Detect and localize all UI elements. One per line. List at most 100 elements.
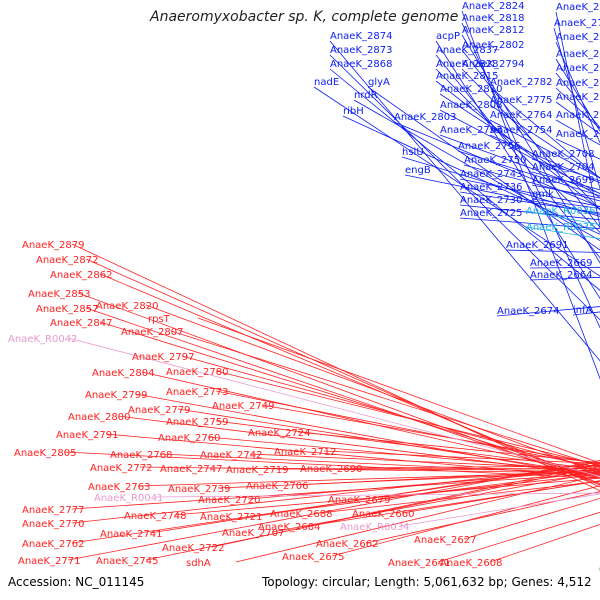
reverse-gene-label: AnaeK_2742 <box>200 450 262 461</box>
pseudo-gene-label: AnaeK_R0042 <box>8 334 77 345</box>
forward-leader-line <box>435 80 600 211</box>
forward-gene-label: nadE <box>314 77 339 88</box>
forward-leader-line <box>489 104 600 179</box>
forward-gene-label: AnaeK_2743 <box>460 169 522 180</box>
reverse-leader-line <box>297 431 600 464</box>
forward-gene-label: AnaeK_2754 <box>490 125 552 136</box>
forward-gene-label: ribH <box>343 106 364 117</box>
forward-gene-label: AnaeK_2868 <box>330 59 392 70</box>
forward-gene-label: AnaeK_2873 <box>330 45 392 56</box>
forward-gene-label: AnaeK_2669 <box>530 258 592 269</box>
forward-leader-line <box>313 86 600 277</box>
reverse-gene-label: AnaeK_2749 <box>212 401 274 412</box>
reverse-gene-label: AnaeK_2820 <box>96 301 158 312</box>
forward-gene-label: AnaeK_2815 <box>436 71 498 82</box>
forward-leader-line <box>439 134 600 194</box>
forward-gene-label: AnaeK_2751 <box>556 63 600 74</box>
pseudo-leader-line <box>399 493 600 527</box>
reverse-gene-label: AnaeK_2748 <box>124 511 186 522</box>
reverse-gene-label: AnaeK_2759 <box>166 417 228 428</box>
forward-gene-label: AnaeK_2715 <box>556 129 600 140</box>
reverse-gene-label: rpsT <box>148 314 171 325</box>
forward-leader-line <box>463 164 600 202</box>
forward-leader-line <box>461 22 600 329</box>
forward-gene-label: AnaeK_2828 <box>436 59 498 70</box>
reverse-gene-label: AnaeK_2771 <box>18 556 80 567</box>
forward-gene-label: AnaeK_2708 <box>532 149 594 160</box>
forward-gene-label: AnaeK_2824 <box>462 1 524 12</box>
forward-gene-label: AnaeK_2664 <box>530 270 592 281</box>
reverse-gene-label: AnaeK_2780 <box>166 367 228 378</box>
reverse-leader-line <box>99 321 600 479</box>
reverse-gene-label: AnaeK_2797 <box>132 352 194 363</box>
forward-gene-label: AnaeK_2837 <box>436 45 498 56</box>
genome-title: Anaeromyxobacter sp. K, complete genome <box>150 9 459 25</box>
forward-gene-label: acpP <box>436 31 460 42</box>
reverse-leader-line <box>295 469 600 486</box>
forward-gene-label: AnaeK_2874 <box>330 31 392 42</box>
forward-gene-label: AnaeK_2803 <box>394 112 456 123</box>
reverse-gene-label: AnaeK_2688 <box>270 509 332 520</box>
forward-gene-label: AnaeK_2704 <box>532 162 594 173</box>
reverse-gene-label: AnaeK_2768 <box>110 450 172 461</box>
forward-gene-label: hslU <box>402 147 424 158</box>
reverse-gene-label: AnaeK_2739 <box>168 484 230 495</box>
reverse-leader-line <box>197 317 600 464</box>
forward-gene-label: AnaeK_2726 <box>556 110 600 121</box>
reverse-leader-line <box>177 408 600 476</box>
reverse-leader-line <box>249 453 600 471</box>
forward-gene-label: AnaeK_2818 <box>462 13 524 24</box>
accession-text: Accession: NC_011145 <box>8 575 145 589</box>
forward-leader-line <box>461 68 600 210</box>
reverse-leader-line <box>323 450 600 464</box>
reverse-leader-line <box>67 459 600 561</box>
forward-gene-label: AnaeK_2764 <box>490 110 552 121</box>
forward-gene-label: AnaeK_2758 <box>556 49 600 60</box>
trna-label: AnaeK_R0035 <box>526 222 595 233</box>
reverse-gene-label: AnaeK_2660 <box>352 509 414 520</box>
reverse-leader-line <box>275 468 600 470</box>
reverse-gene-label: AnaeK_2662 <box>316 539 378 550</box>
forward-leader-line <box>329 40 600 362</box>
reverse-gene-label: AnaeK_2722 <box>162 543 224 554</box>
reverse-gene-label: AnaeK_2772 <box>90 463 152 474</box>
reverse-gene-label: AnaeK_2741 <box>100 529 162 540</box>
pseudo-leader-line <box>67 337 600 477</box>
reverse-leader-line <box>173 477 600 516</box>
pseudo-gene-label: AnaeK_R0041 <box>94 493 163 504</box>
forward-gene-label: AnaeK_2810 <box>440 84 502 95</box>
reverse-leader-line <box>437 511 600 563</box>
forward-leader-line <box>367 86 600 251</box>
forward-gene-label: AnaeK_2808 <box>440 100 502 111</box>
reverse-leader-line <box>349 465 600 469</box>
reverse-leader-line <box>247 469 600 500</box>
reverse-leader-line <box>134 393 600 479</box>
reverse-gene-label: sdhA <box>186 558 211 569</box>
reverse-leader-line <box>77 292 600 486</box>
forward-leader-line <box>329 68 600 291</box>
reverse-gene-label: AnaeK_2800 <box>68 412 130 423</box>
reverse-gene-label: AnaeK_2857 <box>36 304 98 315</box>
reverse-gene-label: AnaeK_2721 <box>200 512 262 523</box>
label-leader-lines <box>63 10 600 563</box>
reverse-gene-label: AnaeK_2791 <box>56 430 118 441</box>
reverse-gene-label: AnaeK_2684 <box>258 522 320 533</box>
pseudo-leader-line <box>153 492 600 498</box>
reverse-leader-line <box>181 355 600 471</box>
forward-leader-line <box>489 119 600 179</box>
reverse-gene-label: AnaeK_2773 <box>166 387 228 398</box>
reverse-gene-label: AnaeK_2777 <box>22 505 84 516</box>
reverse-leader-line <box>365 491 600 544</box>
reverse-gene-label: AnaeK_2747 <box>160 464 222 475</box>
reverse-gene-label: AnaeK_2675 <box>282 552 344 563</box>
forward-gene-label: AnaeK_2782 <box>490 77 552 88</box>
forward-gene-label: AnaeK_2750 <box>464 155 526 166</box>
forward-gene-label: AnaeK_2794 <box>462 59 524 70</box>
forward-leader-line <box>401 156 600 217</box>
forward-leader-line <box>459 191 600 214</box>
reverse-gene-label: AnaeK_2627 <box>414 535 476 546</box>
reverse-leader-line <box>85 258 600 488</box>
reverse-leader-line <box>71 472 600 510</box>
